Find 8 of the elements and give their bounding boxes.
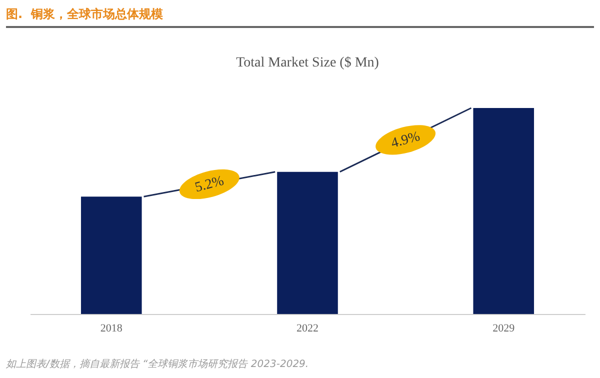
x-tick-label: 2029 xyxy=(492,322,516,334)
text: 如上图表/数据，摘自最新报告 “全球铜浆市场研究报告 2023-2029. xyxy=(6,358,309,371)
x-tick-label: 2018 xyxy=(100,322,123,334)
chart-title: 图. 铜浆，全球市场总体规模 xyxy=(6,4,594,28)
annotation: 4.9% xyxy=(390,129,422,152)
annotation: 5.2% xyxy=(194,174,226,196)
chart-subtitle: Total Market Size ($ Mn) xyxy=(236,55,380,70)
x-tick-label: 2022 xyxy=(296,322,318,334)
